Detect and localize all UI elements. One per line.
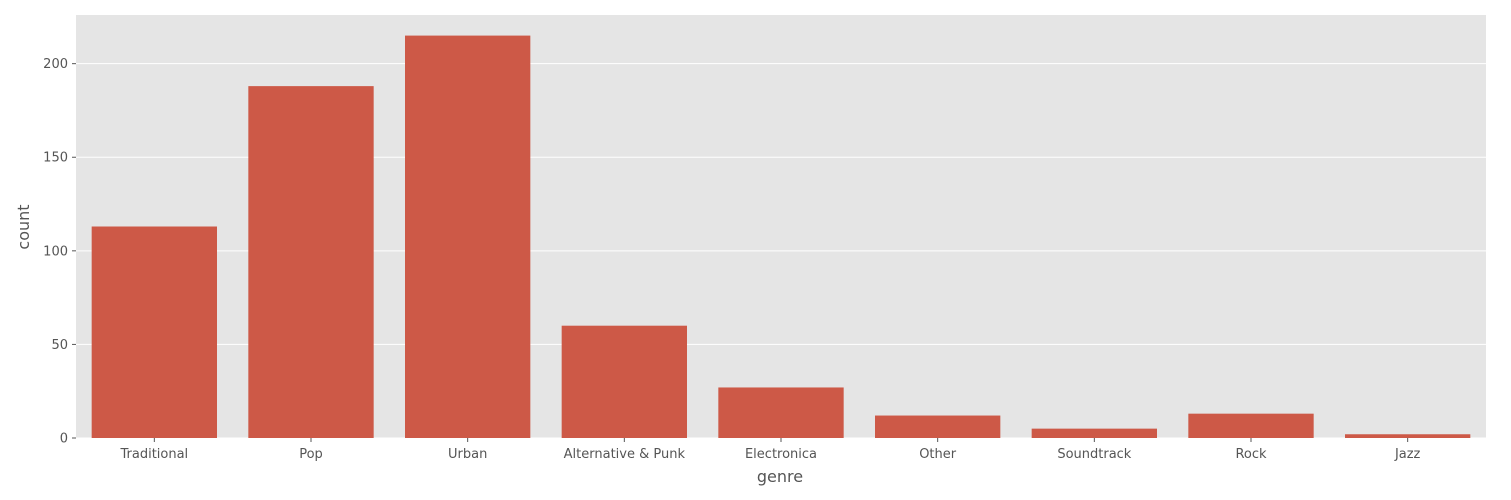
y-tick-label: 50 xyxy=(51,338,68,353)
y-tick-label: 150 xyxy=(43,151,68,166)
bar-urban xyxy=(405,35,531,438)
x-tick-label: Traditional xyxy=(119,447,188,462)
x-axis-ticks: Traditional Pop Urban Alternative & Punk Ele… xyxy=(119,438,1421,462)
y-tick-label: 0 xyxy=(60,432,68,447)
y-axis-ticks: 0 50 100 150 200 xyxy=(43,57,76,447)
x-tick-label: Other xyxy=(919,447,957,462)
bar-pop xyxy=(248,86,374,438)
bar-other xyxy=(875,415,1001,438)
bar-rock xyxy=(1188,413,1314,438)
y-axis-label: count xyxy=(14,204,33,249)
x-tick-label: Electronica xyxy=(745,447,817,462)
bar-soundtrack xyxy=(1031,428,1157,438)
x-tick-label: Jazz xyxy=(1394,447,1421,462)
x-tick-label: Soundtrack xyxy=(1057,447,1131,462)
bars xyxy=(91,35,1471,438)
bar-traditional xyxy=(91,226,217,438)
x-axis-label: genre xyxy=(757,467,803,486)
bar-alternative-punk xyxy=(561,325,687,438)
bar-electronica xyxy=(718,387,844,438)
x-tick-label: Alternative & Punk xyxy=(564,447,686,462)
y-tick-label: 100 xyxy=(43,244,68,259)
x-tick-label: Pop xyxy=(299,447,323,462)
y-tick-label: 200 xyxy=(43,57,68,72)
x-tick-label: Urban xyxy=(448,447,487,462)
bar-jazz xyxy=(1345,434,1471,438)
x-tick-label: Rock xyxy=(1235,447,1267,462)
